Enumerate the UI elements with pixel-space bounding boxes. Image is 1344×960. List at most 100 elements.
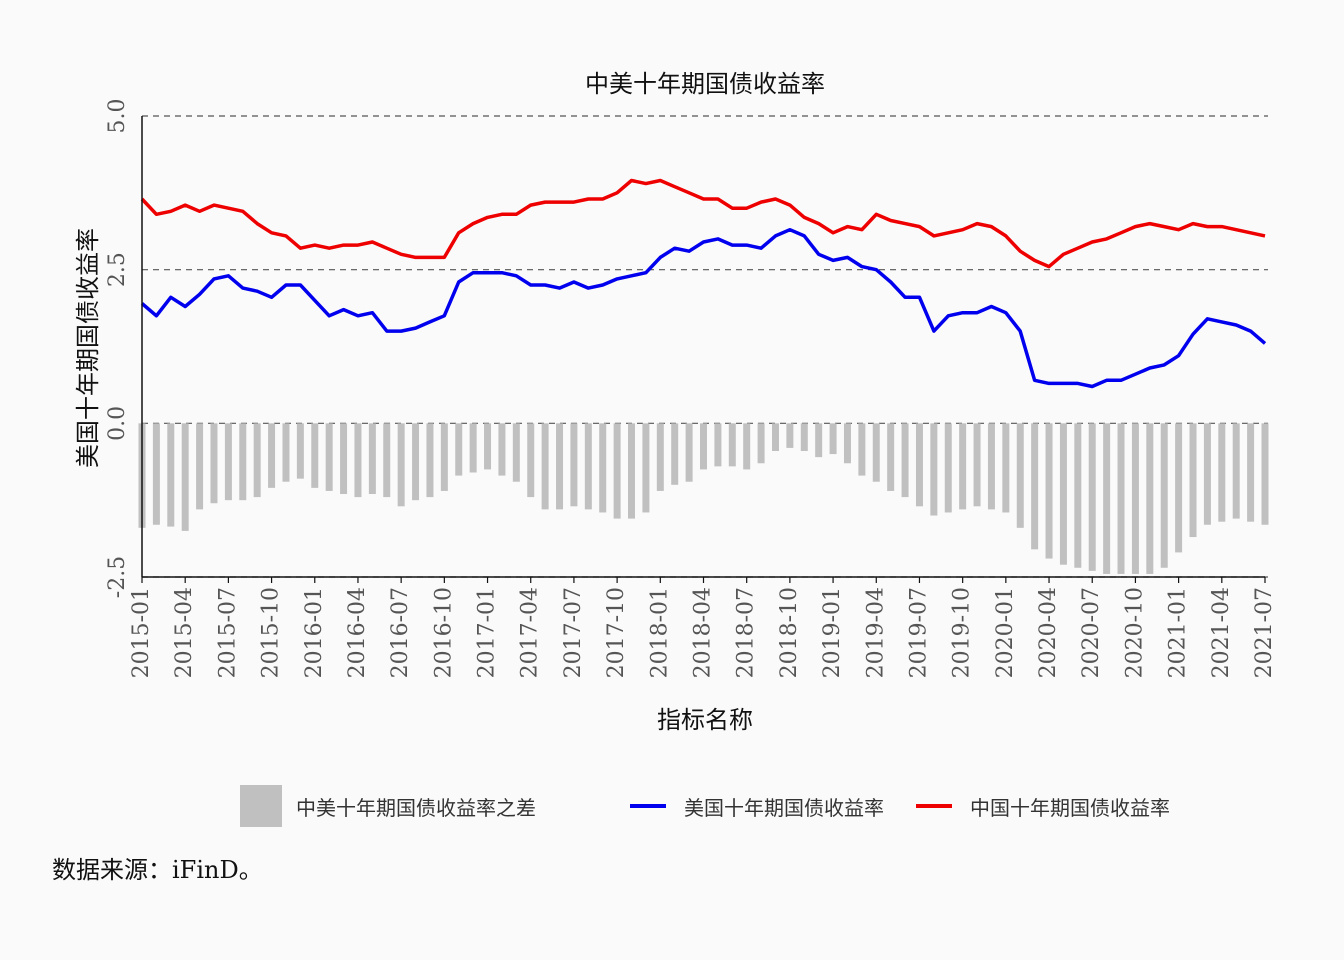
spread-bar <box>498 423 506 476</box>
spread-bar <box>743 423 751 470</box>
spread-bar <box>512 423 520 482</box>
x-tick-label: 2019-04 <box>863 587 888 678</box>
y-tick-label: 0.0 <box>105 406 130 441</box>
spread-bar <box>268 423 276 488</box>
x-tick-label: 2016-01 <box>302 587 327 678</box>
legend-item-cn-yield: 中国十年期国债收益率 <box>916 784 1170 828</box>
spread-bar <box>685 423 693 482</box>
spread-bar <box>1002 423 1010 513</box>
spread-bar <box>1247 423 1255 522</box>
y-tick-label: -2.5 <box>105 556 130 598</box>
spread-bar <box>210 423 218 504</box>
spread-bar <box>930 423 938 516</box>
spread-bar <box>1016 423 1024 528</box>
x-tick-label: 2020-04 <box>1036 587 1061 678</box>
spread-bar <box>1261 423 1269 525</box>
legend-swatch-us-yield <box>630 804 666 808</box>
x-tick-label: 2020-01 <box>993 587 1018 678</box>
chart-title: 中美十年期国债收益率 <box>585 70 825 98</box>
spread-bar <box>959 423 967 510</box>
spread-bar <box>167 423 175 527</box>
x-tick-label: 2017-04 <box>518 587 543 678</box>
spread-bar <box>239 423 247 501</box>
legend-swatch-spread <box>240 785 282 827</box>
spread-bar <box>800 423 808 451</box>
legend-item-spread: 中美十年期国债收益率之差 <box>240 784 536 828</box>
spread-bar <box>1131 423 1139 574</box>
spread-bar <box>599 423 607 513</box>
spread-bar <box>1103 423 1111 574</box>
x-tick-label: 2021-07 <box>1252 587 1277 678</box>
spread-bar <box>757 423 765 464</box>
spread-bar <box>570 423 578 507</box>
spread-bar <box>397 423 405 507</box>
x-tick-label: 2020-10 <box>1122 587 1147 678</box>
spread-bar <box>311 423 319 488</box>
spread-bar <box>1160 423 1168 568</box>
x-tick-label: 2018-07 <box>734 587 759 678</box>
x-tick-label: 2017-10 <box>604 587 629 678</box>
spread-bar <box>872 423 880 482</box>
legend-label-spread: 中美十年期国债收益率之差 <box>296 795 536 820</box>
spread-bar <box>671 423 679 485</box>
spread-bar <box>152 423 160 525</box>
x-tick-label: 2018-10 <box>777 587 802 678</box>
spread-bar <box>181 423 189 531</box>
x-tick-label: 2021-01 <box>1166 587 1191 678</box>
spread-bar <box>440 423 448 491</box>
spread-bar <box>987 423 995 510</box>
x-tick-label: 2016-07 <box>388 587 413 678</box>
spread-bar <box>1203 423 1211 525</box>
x-axis-title: 指标名称 <box>657 706 753 734</box>
spread-bar <box>527 423 535 498</box>
x-tick-label: 2020-07 <box>1079 587 1104 678</box>
spread-bar <box>613 423 621 519</box>
spread-bar <box>656 423 664 491</box>
axes: -2.5 0.0 2.5 5.0 2015-01 2015-04 2015-07 2015-1… <box>105 99 1277 679</box>
spread-bar <box>973 423 981 507</box>
spread-bar <box>1218 423 1226 522</box>
cn-yield-line <box>140 178 1266 269</box>
spread-bar <box>1074 423 1082 568</box>
spread-bar <box>541 423 549 510</box>
us-yield-line <box>140 227 1267 389</box>
x-tick-label: 2021-04 <box>1209 587 1234 678</box>
spread-bar <box>196 423 204 510</box>
spread-bar <box>296 423 304 479</box>
spread-bar <box>455 423 463 476</box>
x-tick-label: 2015-07 <box>215 587 240 678</box>
legend-swatch-cn-yield <box>916 804 952 808</box>
x-tick-label: 2018-04 <box>691 587 716 678</box>
spread-bar <box>887 423 895 491</box>
spread-bar <box>642 423 650 513</box>
spread-bar <box>1088 423 1096 571</box>
spread-bar <box>484 423 492 470</box>
spread-bar <box>426 423 434 498</box>
y-tick-label: 2.5 <box>105 252 130 287</box>
x-tick-label: 2015-10 <box>259 587 284 678</box>
spread-bar <box>714 423 722 467</box>
difference-bars <box>138 423 1269 574</box>
x-tick-label: 2019-07 <box>906 587 931 678</box>
spread-bar <box>584 423 592 510</box>
spread-bar <box>901 423 909 498</box>
x-tick-label: 2016-04 <box>345 587 370 678</box>
spread-bar <box>815 423 823 458</box>
spread-bar <box>700 423 707 470</box>
legend-label-cn-yield: 中国十年期国债收益率 <box>970 795 1170 820</box>
spread-bar <box>771 423 779 451</box>
legend-item-us-yield: 美国十年期国债收益率 <box>630 784 884 828</box>
spread-bar <box>340 423 348 495</box>
spread-bar <box>282 423 290 482</box>
x-tick-label: 2019-01 <box>820 587 845 678</box>
spread-bar <box>368 423 376 495</box>
x-tick-label: 2016-10 <box>431 587 456 678</box>
spread-bar <box>224 423 232 501</box>
spread-bar <box>843 423 851 464</box>
spread-bar <box>728 423 736 467</box>
spread-bar <box>253 423 261 498</box>
spread-bar <box>944 423 952 513</box>
spread-bar <box>829 423 837 455</box>
x-tick-label: 2015-01 <box>129 587 154 678</box>
x-tick-label: 2019-10 <box>950 587 975 678</box>
